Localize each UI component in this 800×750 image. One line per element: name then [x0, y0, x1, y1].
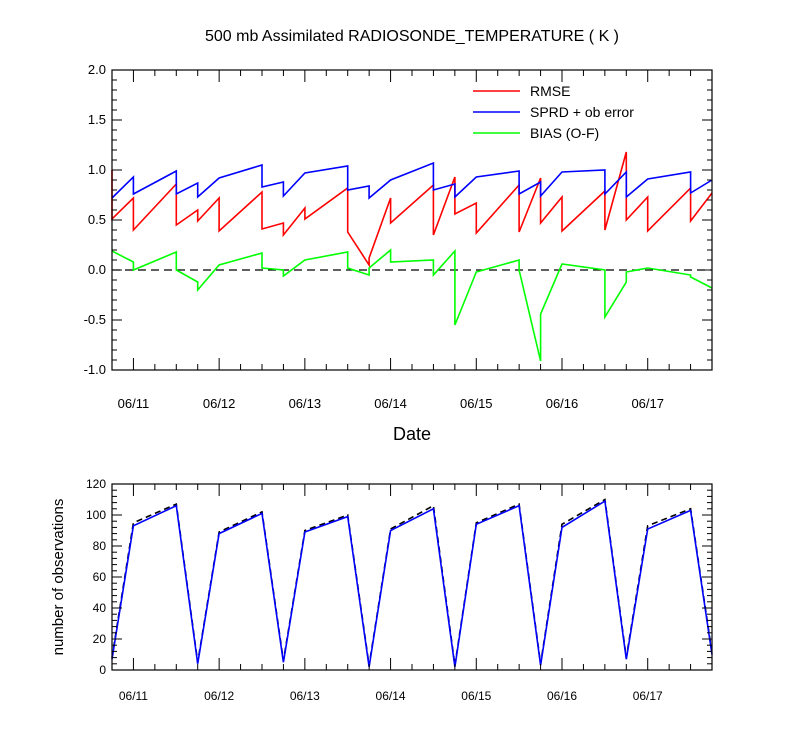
legend-label-sprd: SPRD + ob error	[530, 104, 634, 120]
y-tick-label: -1.0	[84, 362, 106, 377]
x-tick-label: 06/11	[119, 689, 148, 703]
y-tick-label: 60	[93, 570, 107, 584]
y-tick-label: 0.5	[88, 212, 106, 227]
x-tick-label: 06/16	[547, 689, 577, 703]
series-line-used	[111, 499, 713, 668]
x-tick-label: 06/11	[118, 396, 150, 411]
x-tick-label: 06/15	[460, 396, 493, 411]
y-tick-label: 80	[93, 539, 107, 553]
rmse-bias-chart: 500 mb Assimilated RADIOSONDE_TEMPERATUR…	[84, 28, 713, 444]
legend-label-rmse: RMSE	[530, 83, 570, 99]
y-tick-label: 1.5	[88, 112, 106, 127]
y-tick-label: 40	[93, 601, 107, 615]
chart-title: 500 mb Assimilated RADIOSONDE_TEMPERATUR…	[205, 28, 619, 45]
y-tick-label: 0	[99, 663, 106, 677]
observation-count-chart: number of observations 0 20 40 60 80 100 120 06…	[50, 477, 713, 703]
x-tick-label: 06/12	[204, 689, 234, 703]
x-tick-label: 06/12	[203, 396, 236, 411]
legend: RMSE SPRD + ob error BIAS (O-F)	[473, 83, 634, 141]
y-tick-label: 0.0	[88, 262, 106, 277]
plot-area: 0 20 40 60 80 100 120 06/11 06/12 06/13 06/14 06/15…	[86, 477, 713, 703]
x-tick-label: 06/16	[546, 396, 579, 411]
x-tick-label: 06/15	[461, 689, 491, 703]
x-tick-label: 06/17	[633, 689, 663, 703]
x-axis-label: Date	[393, 424, 431, 444]
y-axis-label: number of observations	[50, 499, 67, 656]
y-tick-label: 1.0	[88, 162, 106, 177]
y-tick-label: 120	[86, 477, 106, 491]
plot-area: -1.0 -0.5 0.0 0.5 1.0 1.5 2.0 06/11 06/12 06/13 06…	[84, 62, 713, 411]
series-line-bias-o-f	[111, 248, 713, 362]
x-tick-label: 06/14	[374, 396, 407, 411]
y-tick-label: -0.5	[84, 312, 106, 327]
x-tick-label: 06/13	[290, 689, 320, 703]
x-tick-label: 06/17	[631, 396, 664, 411]
y-tick-label: 2.0	[88, 62, 106, 77]
series-line-sprd-ob-error	[111, 161, 713, 200]
legend-label-bias: BIAS (O-F)	[530, 125, 599, 141]
x-tick-label: 06/13	[289, 396, 322, 411]
series-line-rmse	[111, 151, 713, 268]
y-tick-label: 20	[93, 632, 107, 646]
y-tick-label: 100	[86, 508, 106, 522]
x-tick-label: 06/14	[376, 689, 406, 703]
